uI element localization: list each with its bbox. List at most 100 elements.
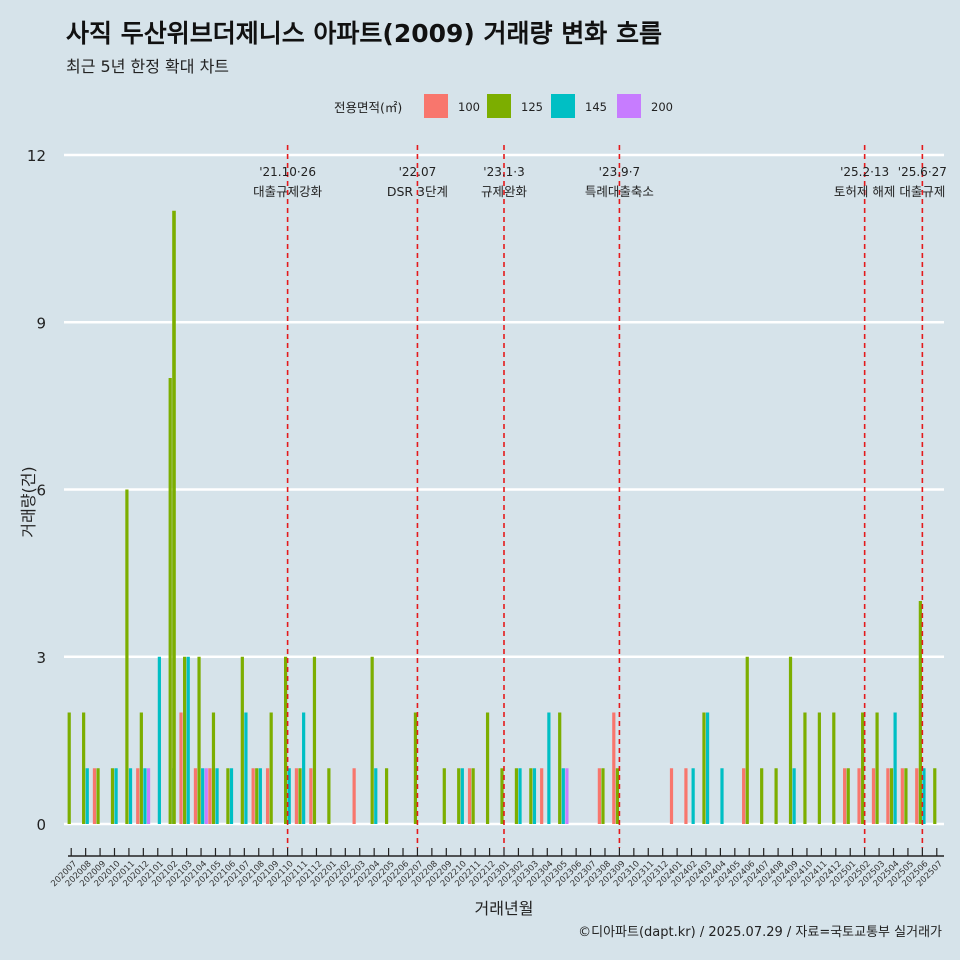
bar-145-202101	[157, 656, 161, 824]
bar-200-202012	[146, 768, 151, 824]
legend-label-125: 125	[521, 100, 543, 114]
event-label: 대출규제	[899, 184, 945, 199]
bar-125-202102	[168, 378, 172, 824]
bar-125-202007	[67, 712, 71, 824]
bar-125-202403	[702, 712, 706, 824]
event-date: '22.07	[399, 165, 437, 179]
bar-145-202106	[229, 768, 234, 824]
bar-125-202110	[284, 656, 288, 824]
bar-125-202410	[803, 712, 807, 824]
legend-label-200: 200	[651, 100, 673, 114]
bar-100-202401	[669, 768, 674, 824]
bar-125-202210	[457, 768, 461, 824]
event-label: 대출규제강화	[253, 184, 323, 199]
bar-125-202406	[745, 656, 749, 824]
bar-100-202506	[915, 768, 919, 824]
bar-200-202305	[565, 768, 569, 824]
bar-125-202009	[96, 768, 100, 824]
bar-125-202212	[485, 712, 490, 824]
bar-125-202308	[601, 768, 605, 824]
legend: 전용면적(㎡) 100 125 145 200	[334, 94, 673, 118]
bar-125-202012	[139, 712, 143, 824]
bar-125-202106	[226, 768, 230, 824]
bar-125-202505	[904, 768, 908, 824]
bar-125-202503	[875, 712, 879, 824]
bar-145-202103	[186, 656, 190, 824]
bar-145-202108	[258, 768, 262, 824]
bar-145-202012	[143, 768, 147, 824]
bar-145-202210	[460, 768, 464, 824]
bar-145-202107	[244, 712, 248, 824]
bar-100-202309	[612, 712, 616, 824]
chart-title: 사직 두산위브더제니스 아파트(2009) 거래량 변화 흐름	[66, 19, 662, 48]
bar-100-202104	[193, 768, 198, 824]
bar-145-202409	[792, 768, 796, 824]
bar-100-202009	[92, 768, 97, 824]
event-date: '23.1·3	[483, 165, 524, 179]
bar-200-202104	[204, 768, 208, 824]
bar-125-202407	[760, 768, 764, 824]
event-date: '23.9·7	[599, 165, 640, 179]
bar-125-202107	[240, 656, 244, 824]
bar-125-202408	[774, 768, 778, 824]
bar-125-202302	[514, 768, 519, 824]
event-label: 토허제 해제	[834, 184, 895, 199]
bar-100-202012	[136, 768, 140, 824]
bar-125-202207	[413, 712, 418, 824]
bar-100-202402	[684, 768, 688, 824]
x-axis-title: 거래년월	[475, 899, 534, 918]
legend-swatch-100	[424, 94, 448, 118]
bar-125-202008	[82, 712, 86, 824]
event-annotations: '21.10·26 대출규제강화 '22.07 DSR 3단계 '23.1·3 규제완화 '…	[253, 145, 947, 848]
bar-125-202204	[370, 656, 374, 824]
bar-100-202203	[352, 768, 356, 824]
bar-125-202103	[183, 656, 187, 824]
bar-100-202109	[265, 768, 270, 824]
bar-125-202412	[832, 712, 836, 824]
legend-swatch-200	[617, 94, 641, 118]
bar-145-202011	[128, 768, 133, 824]
bar-145-202204	[374, 768, 378, 824]
bar-145-202402	[691, 768, 695, 824]
bar-125-202506	[918, 601, 922, 824]
bar-125-202201	[327, 768, 331, 824]
bar-100-202304	[540, 768, 544, 824]
bar-145-202008	[85, 768, 89, 824]
y-tick-label: 9	[36, 314, 46, 332]
bar-100-202308	[597, 768, 601, 824]
bar-125-202411	[817, 712, 821, 824]
bar-100-202112	[309, 768, 313, 824]
bar-125-202305	[558, 712, 562, 824]
bar-125-202205	[384, 768, 389, 824]
bar-100-202211	[467, 768, 472, 824]
bar-145-202105	[215, 768, 219, 824]
bar-145-202305	[561, 768, 565, 824]
bar-125-202111	[298, 768, 302, 824]
event-label: 규제완화	[481, 184, 528, 199]
bar-125-202502	[861, 712, 865, 824]
legend-swatch-145	[551, 94, 575, 118]
bar-145-202104	[201, 768, 205, 824]
event-label: DSR 3단계	[387, 184, 448, 199]
event-label: 특례대출축소	[585, 184, 654, 199]
y-tick-label: 6	[36, 482, 46, 500]
bar-125-202011	[125, 489, 129, 824]
bar-100-202111	[294, 768, 299, 824]
bar-145-202404	[720, 768, 724, 824]
bar-145-202506	[922, 768, 926, 824]
bar-125-202504	[889, 768, 894, 824]
bar-100-202504	[886, 768, 890, 824]
bar-100-202501	[843, 768, 847, 824]
legend-label-145: 145	[585, 100, 607, 114]
bar-145-202111	[302, 712, 306, 824]
bar-100-202502	[857, 768, 861, 824]
y-tick-label: 0	[36, 816, 46, 834]
bar-125-202112	[312, 656, 317, 824]
bar-125-202303	[529, 768, 533, 824]
event-date: '25.2·13	[840, 165, 889, 179]
bar-125-202010	[110, 768, 115, 824]
y-tick-label: 3	[36, 649, 46, 667]
bar-125-202301	[500, 768, 504, 824]
bar-145-202304	[547, 712, 551, 824]
